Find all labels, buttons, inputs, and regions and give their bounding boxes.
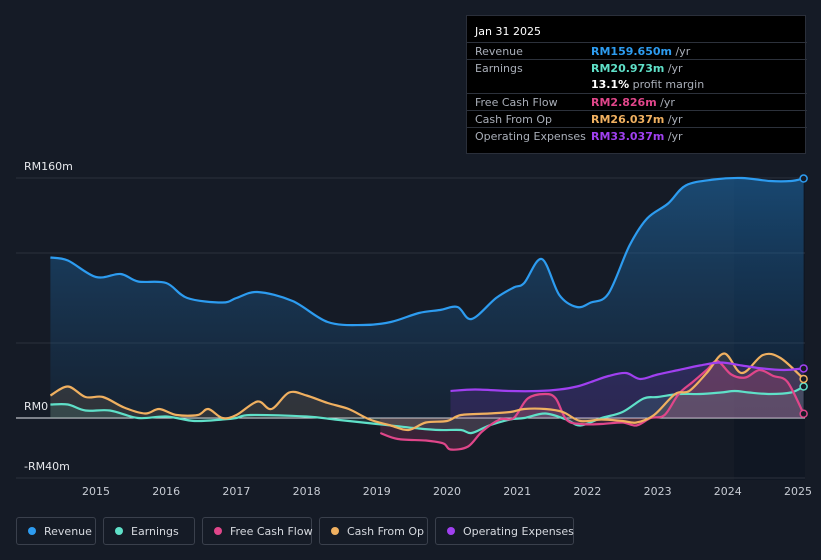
operating-expenses-end-marker: [799, 364, 808, 373]
legend-item-cash-from-op[interactable]: Cash From Op: [319, 517, 428, 545]
legend-dot-icon: [214, 527, 222, 535]
legend-label: Operating Expenses: [463, 525, 574, 538]
tooltip-panel: Jan 31 2025 Revenue RM159.650m /yr Earning…: [466, 15, 807, 154]
x-tick-label: 2017: [222, 485, 251, 498]
tooltip-row-label: Operating Expenses: [475, 130, 586, 143]
series-endpoints: [799, 174, 808, 419]
tooltip-row: Earnings RM20.973m /yr: [467, 59, 807, 77]
tooltip-row: Cash From Op RM26.037m /yr: [467, 110, 807, 128]
x-tick-label: 2021: [503, 485, 532, 498]
cash-from-op-area: [50, 353, 804, 431]
tooltip-row: Operating Expenses RM33.037m /yr: [467, 127, 807, 145]
free-cash-flow-line: [379, 359, 805, 451]
x-tick-label: 2018: [292, 485, 321, 498]
y-tick-label: -RM40m: [24, 460, 70, 473]
revenue-line: [50, 176, 804, 327]
x-tick-label: 2023: [643, 485, 672, 498]
tooltip-row-value: RM159.650m /yr: [591, 45, 691, 58]
operating-expenses-line: [450, 361, 804, 393]
legend-dot-icon: [115, 527, 123, 535]
tooltip-row-label: Cash From Op: [475, 113, 553, 126]
legend-dot-icon: [331, 527, 339, 535]
revenue-end-marker: [799, 174, 808, 183]
legend-label: Revenue: [44, 525, 92, 538]
series-lines: [49, 176, 805, 451]
tooltip-row-label: Earnings: [475, 62, 523, 75]
tooltip-row-value: RM2.826m /yr: [591, 96, 675, 109]
legend-label: Earnings: [131, 525, 179, 538]
tooltip-row-label: Revenue: [475, 45, 523, 58]
x-tick-label: 2015: [82, 485, 110, 498]
legend-item-earnings[interactable]: Earnings: [103, 517, 195, 545]
tooltip-row: Revenue RM159.650m /yr: [467, 42, 807, 60]
tooltip-row-value: RM26.037m /yr: [591, 113, 683, 126]
legend-label: Cash From Op: [347, 525, 425, 538]
tooltip-row-value: 13.1% profit margin: [591, 78, 705, 91]
tooltip-row: Free Cash Flow RM2.826m /yr: [467, 93, 807, 111]
free-cash-flow-end-marker: [799, 409, 808, 419]
tooltip-row-value: RM33.037m /yr: [591, 130, 683, 143]
cash-from-op-end-marker: [799, 374, 808, 384]
x-tick-label: 2020: [433, 485, 461, 498]
operating-expenses-area: [450, 362, 804, 418]
x-tick-label: 2025: [784, 485, 812, 498]
earnings-area: [50, 386, 804, 434]
legend-item-free-cash-flow[interactable]: Free Cash Flow: [202, 517, 313, 545]
y-tick-label: RM160m: [24, 160, 73, 173]
x-tick-label: 2016: [152, 485, 181, 498]
x-tick-label: 2024: [713, 485, 742, 498]
earnings-end-marker: [799, 382, 808, 391]
tooltip-date: Jan 31 2025: [475, 25, 541, 38]
x-tick-label: 2022: [573, 485, 602, 498]
legend-dot-icon: [28, 527, 36, 535]
x-tick-label: 2019: [362, 485, 391, 498]
tooltip-row-label: Free Cash Flow: [475, 96, 558, 109]
legend-item-operating-expenses[interactable]: Operating Expenses: [435, 517, 574, 545]
y-tick-label: RM0: [24, 400, 49, 413]
cash-from-op-line: [49, 352, 805, 432]
revenue-area: [50, 177, 804, 418]
legend-item-revenue[interactable]: Revenue: [16, 517, 96, 545]
tooltip-row: 13.1% profit margin: [467, 76, 807, 93]
earnings-line: [50, 385, 805, 435]
legend-label: Free Cash Flow: [230, 525, 313, 538]
tooltip-row-value: RM20.973m /yr: [591, 62, 683, 75]
legend-dot-icon: [447, 527, 455, 535]
